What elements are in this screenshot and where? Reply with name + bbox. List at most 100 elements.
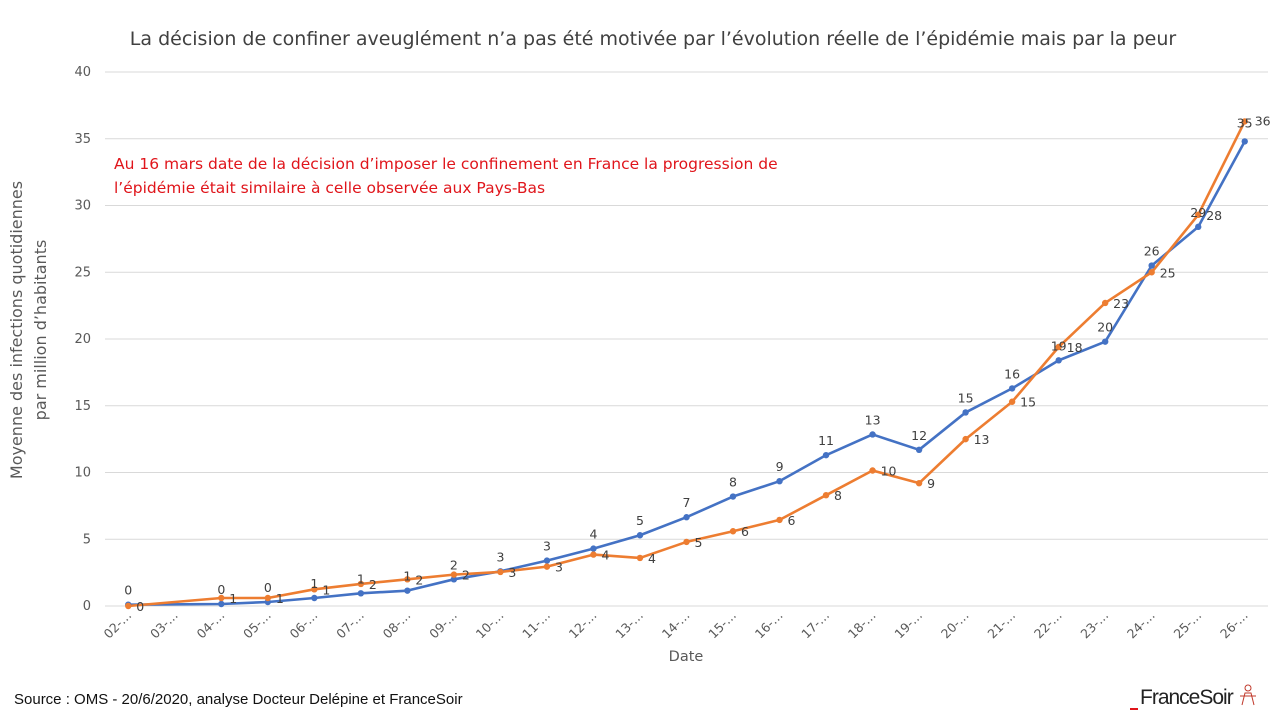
series-1-data-label: 0 xyxy=(124,583,132,598)
series-2-point xyxy=(869,467,876,474)
y-axis-label-line-2: par million d’habitants xyxy=(31,240,50,421)
series-2-data-label: 4 xyxy=(648,551,656,566)
series-2-data-label: 2 xyxy=(415,572,423,587)
logo-figure-icon xyxy=(1240,684,1256,706)
y-axis-label-line-1: Moyenne des infections quotidiennes xyxy=(7,181,26,479)
series-1-data-label: 2 xyxy=(450,557,458,572)
series-1-data-label: 1 xyxy=(310,576,318,591)
y-axis-label: Moyenne des infections quotidiennes par … xyxy=(7,181,50,479)
x-tick-label: 19-… xyxy=(891,608,925,642)
x-tick-label: 04-… xyxy=(194,608,228,642)
series-2-point xyxy=(404,576,411,583)
x-tick-label: 11-… xyxy=(519,608,553,642)
x-tick-label: 24-… xyxy=(1124,608,1158,642)
y-tick-label: 35 xyxy=(74,132,91,147)
series-1-data-label: 19 xyxy=(1051,338,1067,353)
x-tick-label: 06-… xyxy=(287,608,321,642)
x-tick-label: 10-… xyxy=(473,608,507,642)
series-1-point xyxy=(822,451,830,459)
series-2-data-label: 35 xyxy=(1237,115,1253,130)
series-points xyxy=(125,118,1248,610)
series-2-line xyxy=(128,120,1246,608)
series-2-data-label: 1 xyxy=(229,591,237,606)
series-1-line xyxy=(128,140,1246,606)
annotation-line-2: l’épidémie était similaire à celle obser… xyxy=(114,179,546,197)
x-tick-label: 21-… xyxy=(984,608,1018,642)
series-2-data-label: 1 xyxy=(276,591,284,606)
series-1-point xyxy=(543,557,551,564)
francesoir-logo: FranceSoir xyxy=(1130,686,1234,710)
series-2-point xyxy=(1101,299,1109,307)
series-1-data-label: 9 xyxy=(776,459,784,474)
series-1-point xyxy=(1101,338,1109,345)
annotation-line-1: Au 16 mars date de la décision d’imposer… xyxy=(114,155,778,173)
series-2-data-label: 9 xyxy=(927,476,935,491)
series-1-data-label: 3 xyxy=(496,549,504,564)
x-tick-label: 17-… xyxy=(798,608,832,642)
series-1-data-label: 12 xyxy=(911,428,927,443)
series-2-point xyxy=(497,568,504,576)
series-2-point xyxy=(636,554,644,562)
series-1-data-label: 29 xyxy=(1190,205,1206,220)
x-tick-label: 05-… xyxy=(240,608,274,642)
series-1-point xyxy=(404,587,411,594)
series-2-point xyxy=(729,528,737,535)
x-tick-label: 02-… xyxy=(100,608,134,642)
x-tick-label: 22-… xyxy=(1031,608,1065,642)
source-caption: Source : OMS - 20/6/2020, analyse Docteu… xyxy=(14,691,463,708)
series-1-point xyxy=(915,446,923,454)
series-1-data-label: 7 xyxy=(683,495,691,510)
series-2-data-label: 18 xyxy=(1067,340,1083,355)
series-1-data-label: 5 xyxy=(636,513,644,528)
y-tick-label: 0 xyxy=(83,599,91,614)
series-2-point xyxy=(264,594,272,602)
series-2-point xyxy=(450,571,458,578)
x-tick-label: 12-… xyxy=(566,608,600,642)
y-tick-label: 30 xyxy=(74,199,91,214)
series-2-data-label: 3 xyxy=(508,565,516,580)
series-1-data-label: 36 xyxy=(1255,113,1271,128)
series-1-data-label: 1 xyxy=(403,569,411,584)
series-2-data-label: 0 xyxy=(136,599,144,614)
series-2-data-label: 3 xyxy=(555,560,563,575)
series-lines xyxy=(128,120,1246,608)
y-tick-label: 40 xyxy=(74,65,91,80)
series-2-point xyxy=(683,538,690,546)
series-1-point xyxy=(311,594,318,602)
series-2-point xyxy=(1008,398,1016,405)
logo-accent xyxy=(1130,708,1138,710)
series-1-data-label: 8 xyxy=(729,475,737,490)
series-1-data-label: 11 xyxy=(818,433,834,448)
y-tick-label: 20 xyxy=(74,332,91,347)
x-tick-label: 14-… xyxy=(659,608,693,642)
series-2-data-label: 28 xyxy=(1206,208,1222,223)
series-2-point xyxy=(1055,343,1062,351)
series-2-data-label: 2 xyxy=(369,577,377,592)
series-2-point xyxy=(915,479,923,487)
series-1-point xyxy=(1241,138,1248,145)
series-1-point xyxy=(1148,262,1155,269)
series-2-data-label: 6 xyxy=(788,513,796,528)
series-1-point xyxy=(1195,223,1202,231)
series-2-point xyxy=(1241,118,1248,125)
y-tick-label: 25 xyxy=(74,265,91,280)
series-2-data-label: 1 xyxy=(322,582,330,597)
series-1-point xyxy=(450,576,458,583)
x-tick-label: 07-… xyxy=(333,608,367,642)
series-1-data-label: 26 xyxy=(1144,244,1160,259)
series-2-data-label: 2 xyxy=(462,568,470,583)
chart-title: La décision de confiner aveuglément n’a … xyxy=(129,28,1177,50)
series-2-data-label: 15 xyxy=(1020,395,1036,410)
series-1-point xyxy=(590,545,597,552)
series-2-point xyxy=(822,491,830,499)
series-2-point xyxy=(1195,211,1202,219)
series-1-point xyxy=(683,514,690,521)
x-axis-label: Date xyxy=(669,649,704,665)
series-2-point xyxy=(590,551,597,558)
x-tick-label: 23-… xyxy=(1077,608,1111,642)
series-1-point xyxy=(729,493,737,500)
x-tick-label: 18-… xyxy=(845,608,879,642)
series-2-point xyxy=(962,435,969,443)
